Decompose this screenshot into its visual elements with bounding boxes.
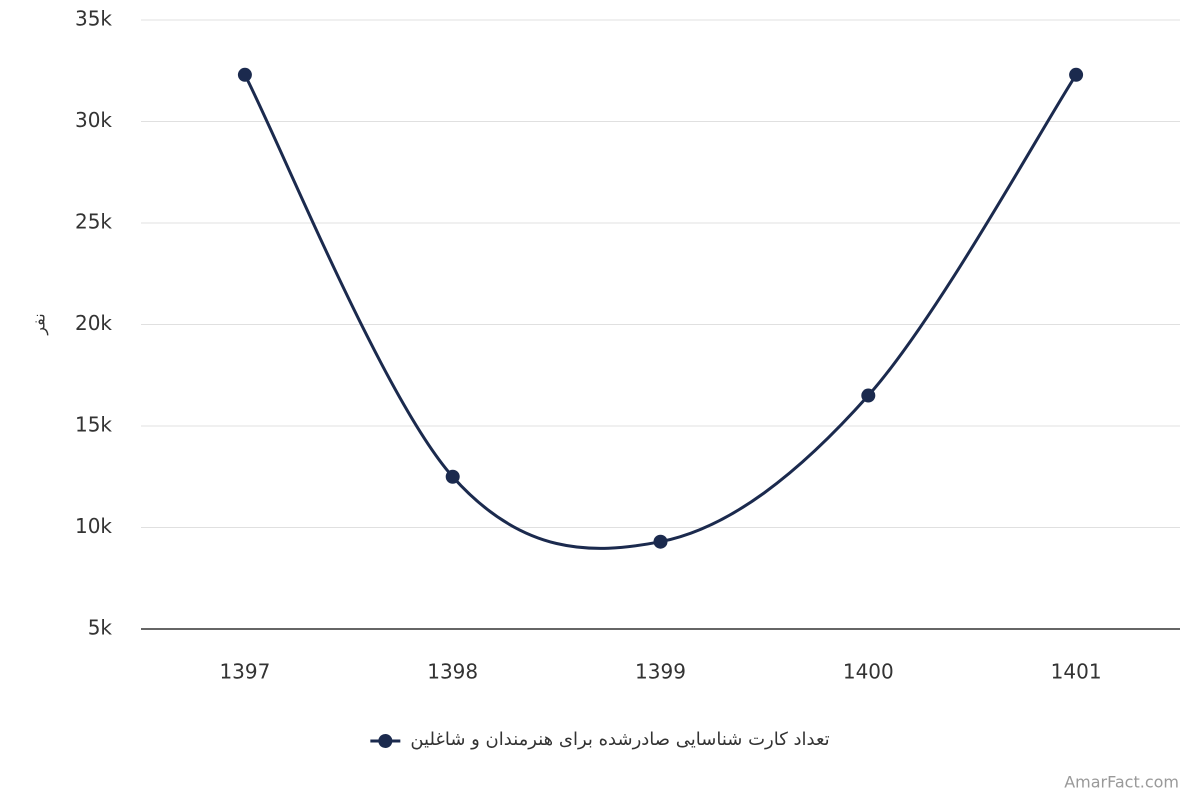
x-tick-label: 1397 [219, 660, 270, 684]
point [861, 388, 876, 403]
point [653, 534, 668, 549]
y-tick-label: 25k [75, 210, 112, 234]
point [237, 67, 252, 82]
point [445, 469, 460, 484]
y-tick-label: 5k [88, 616, 113, 640]
legend: تعداد کارت شناسایی صادرشده برای هنرمندان… [370, 729, 830, 750]
x-tick-label: 1400 [843, 660, 894, 684]
legend-marker [378, 734, 393, 748]
x-tick-label: 1399 [635, 660, 686, 684]
legend-label: تعداد کارت شناسایی صادرشده برای هنرمندان… [410, 729, 829, 750]
y-axis-label: نفر [30, 313, 50, 335]
y-tick-label: 30k [75, 108, 112, 132]
y-tick-label: 20k [75, 311, 112, 335]
x-tick-label: 1398 [427, 660, 478, 684]
y-tick-label: 15k [75, 413, 112, 437]
x-tick-label: 1401 [1051, 660, 1102, 684]
point [1069, 67, 1084, 82]
line [243, 73, 1078, 550]
y-tick-label: 10k [75, 514, 112, 538]
y-tick-label: 35k [75, 7, 112, 31]
watermark: AmarFact.com [1064, 773, 1179, 792]
